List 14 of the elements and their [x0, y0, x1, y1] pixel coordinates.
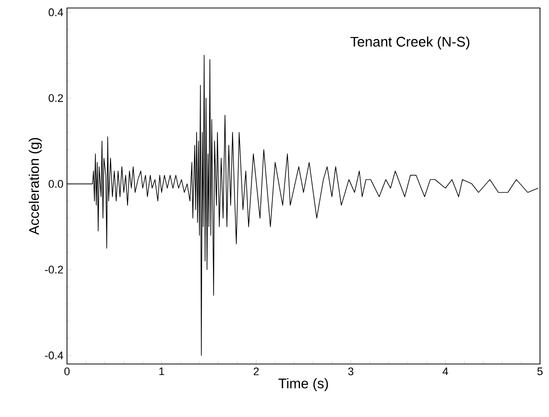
x-tick-label: 2: [254, 368, 259, 376]
x-tick-label: 5: [537, 368, 543, 376]
y-tick-label: -0.4: [45, 352, 64, 360]
y-tick-label: 0.0: [48, 180, 64, 188]
x-tick-label: 4: [442, 368, 448, 376]
y-axis-title: Acceleration (g): [28, 138, 42, 235]
x-tick-label: 1: [159, 368, 164, 376]
annotation: Tenant Creek (N-S): [350, 36, 470, 50]
y-tick-label: -0.2: [45, 266, 63, 274]
y-tick-label: 0.2: [48, 94, 63, 102]
x-tick-label: 0: [64, 368, 70, 376]
x-axis-title: Time (s): [278, 378, 328, 392]
x-tick-label: 3: [348, 368, 354, 376]
y-tick-label: 0.4: [48, 8, 64, 16]
